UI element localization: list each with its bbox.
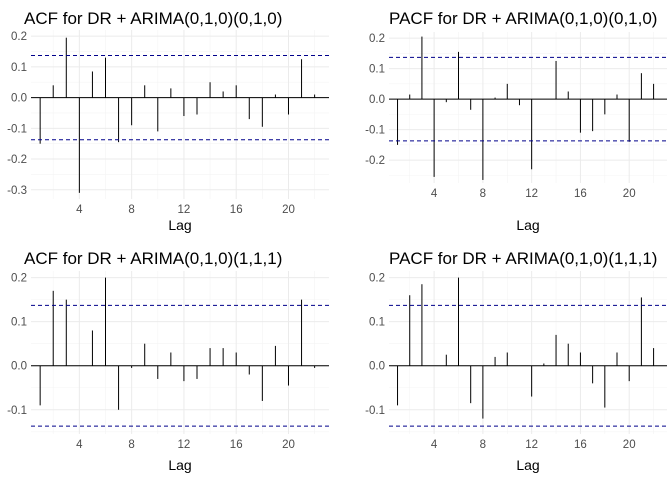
x-tick-label: 4	[431, 439, 438, 451]
x-tick-label: 16	[230, 204, 243, 216]
x-tick-label: 16	[574, 439, 587, 451]
x-axis-title: Lag	[516, 217, 539, 233]
x-tick-label: 8	[480, 188, 486, 200]
grid	[389, 32, 667, 183]
y-tick-label: 0.1	[369, 64, 385, 76]
x-tick-label: 20	[623, 188, 636, 200]
x-tick-label: 12	[525, 439, 538, 451]
y-tick-label: 0.0	[369, 94, 385, 106]
y-tick-label: 0.0	[369, 361, 385, 373]
x-tick-label: 16	[574, 188, 587, 200]
grid	[389, 271, 667, 434]
y-tick-label: -0.1	[7, 405, 27, 417]
x-tick-label: 20	[282, 439, 295, 451]
x-axis-title: Lag	[168, 217, 191, 233]
y-tick-label: 0.2	[369, 273, 385, 285]
y-tick-label: -0.2	[365, 155, 385, 167]
panel-pacf-010-010: PACF for DR + ARIMA(0,1,0)(0,1,0) Lag 4 8…	[365, 9, 667, 233]
y-tick-label: 0.1	[11, 62, 27, 74]
x-tick-label: 20	[282, 204, 295, 216]
x-tick-label: 4	[431, 188, 438, 200]
y-tick-label: -0.1	[365, 125, 385, 137]
panel-title: PACF for DR + ARIMA(0,1,0)(0,1,0)	[389, 9, 657, 28]
x-tick-label: 20	[623, 439, 636, 451]
y-tick-label: -0.1	[7, 123, 27, 135]
y-tick-label: 0.2	[11, 273, 27, 285]
y-tick-label: 0.0	[11, 93, 27, 105]
x-tick-label: 4	[76, 204, 83, 216]
y-tick-label: 0.2	[11, 31, 27, 43]
panel-pacf-010-111: PACF for DR + ARIMA(0,1,0)(1,1,1) Lag 4 8…	[365, 249, 667, 473]
y-tick-label: -0.2	[7, 154, 27, 166]
panel-title: PACF for DR + ARIMA(0,1,0)(1,1,1)	[389, 249, 657, 268]
panel-acf-010-111: ACF for DR + ARIMA(0,1,0)(1,1,1) Lag 4 8 1…	[7, 249, 329, 473]
x-tick-label: 12	[178, 204, 191, 216]
y-tick-label: 0.0	[11, 361, 27, 373]
y-tick-label: 0.1	[11, 317, 27, 329]
x-tick-label: 8	[128, 204, 134, 216]
x-tick-label: 8	[128, 439, 134, 451]
x-tick-label: 4	[76, 439, 83, 451]
panel-acf-010-010: ACF for DR + ARIMA(0,1,0)(0,1,0) Lag 4 8 1…	[7, 9, 329, 233]
x-tick-label: 12	[178, 439, 191, 451]
x-tick-label: 8	[480, 439, 486, 451]
grid	[31, 271, 329, 434]
panel-title: ACF for DR + ARIMA(0,1,0)(0,1,0)	[24, 9, 282, 28]
y-tick-label: -0.1	[365, 405, 385, 417]
x-tick-label: 16	[230, 439, 243, 451]
x-axis-title: Lag	[516, 457, 539, 473]
x-axis-title: Lag	[168, 457, 191, 473]
panel-title: ACF for DR + ARIMA(0,1,0)(1,1,1)	[24, 249, 282, 268]
y-tick-label: 0.1	[369, 317, 385, 329]
x-tick-label: 12	[525, 188, 538, 200]
y-tick-label: 0.2	[369, 33, 385, 45]
y-tick-label: -0.3	[7, 185, 27, 197]
